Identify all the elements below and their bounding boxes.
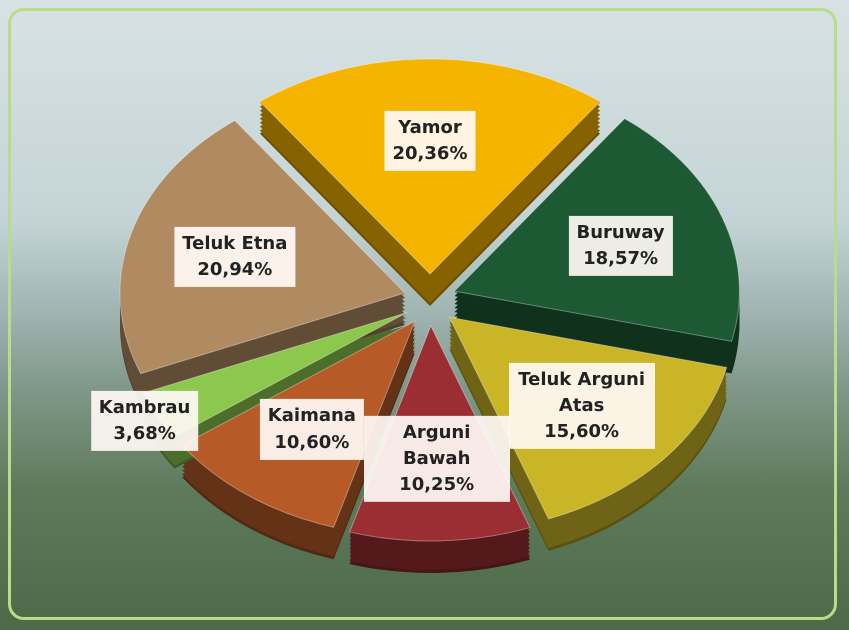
chart bbox=[0, 0, 849, 630]
category-label: Arguni Bawah bbox=[372, 420, 502, 472]
value-label: 18,57% bbox=[576, 246, 664, 272]
category-label: Yamor bbox=[393, 115, 468, 141]
category-label: Buruway bbox=[576, 220, 664, 246]
category-label: Teluk Arguni Atas bbox=[517, 367, 647, 419]
value-label: 15,60% bbox=[517, 419, 647, 445]
category-label: Kambrau bbox=[99, 395, 191, 421]
category-label: Teluk Etna bbox=[182, 231, 287, 257]
category-label: Kaimana bbox=[268, 403, 356, 429]
value-label: 10,60% bbox=[268, 429, 356, 455]
screenshot: Yamor20,36% Buruway18,57% Teluk Arguni Ata… bbox=[0, 0, 849, 630]
value-label: 3,68% bbox=[99, 421, 191, 447]
value-label: 10,25% bbox=[372, 472, 502, 498]
value-label: 20,36% bbox=[393, 141, 468, 167]
value-label: 20,94% bbox=[182, 257, 287, 283]
